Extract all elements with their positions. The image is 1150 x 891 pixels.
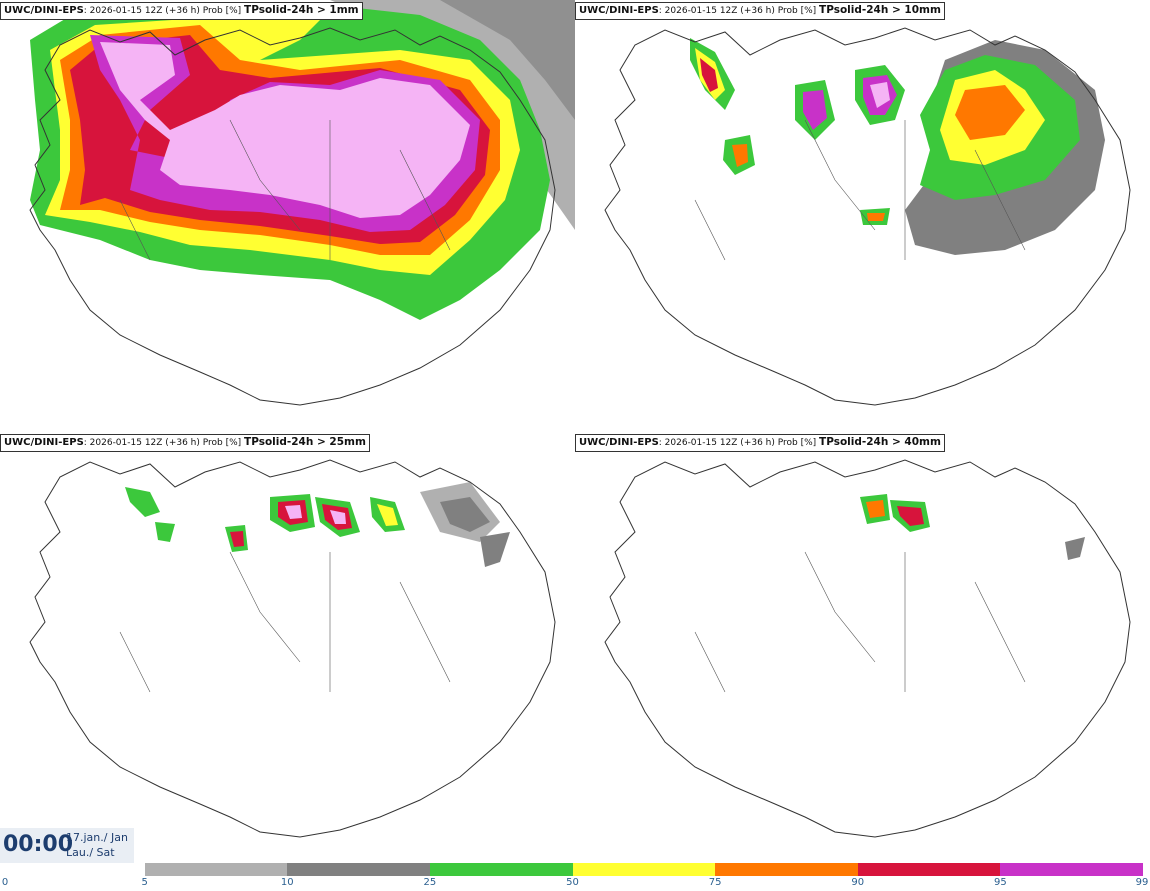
colorbar-tick: 50 [566,877,579,888]
model-name: UWC/DINI-EPS [4,437,84,448]
model-name: UWC/DINI-EPS [4,5,84,16]
prob-area-99 [330,510,346,524]
prob-area-95 [803,90,827,130]
colorbar-segment [2,863,145,876]
colorbar-segment [857,863,1001,876]
colorbar-segment [429,863,573,876]
colorbar-segment [572,863,716,876]
prob-area-99 [100,42,470,218]
panel-title-25mm: UWC/DINI-EPS: 2026-01-15 12Z (+36 h) Pro… [0,434,370,452]
iceland-map-25mm [0,432,575,862]
colorbar-segment [1000,863,1143,876]
run-info: : 2026-01-15 12Z (+36 h) Prob [%] [83,438,245,448]
probability-colorbar: 0 5 10 25 50 75 90 95 99 [0,862,1150,891]
prob-area-10 [440,497,490,532]
prob-area-90 [700,58,718,92]
iceland-map-40mm [575,432,1150,862]
run-info: : 2026-01-15 12Z (+36 h) Prob [%] [658,438,820,448]
variable-name: TPsolid-24h > 40mm [819,436,941,448]
iceland-map-1mm [0,0,575,430]
prob-area-25 [155,522,175,542]
map-panel-10mm: UWC/DINI-EPS: 2026-01-15 12Z (+36 h) Pro… [575,0,1150,430]
colorbar-tick: 75 [708,877,722,888]
variable-name: TPsolid-24h > 10mm [819,4,941,16]
map-panel-1mm: UWC/DINI-EPS: 2026-01-15 12Z (+36 h) Pro… [0,0,575,430]
colorbar-tick: 90 [851,877,865,888]
road-lines [119,551,451,693]
colorbar-segment [144,863,288,876]
run-info: : 2026-01-15 12Z (+36 h) Prob [%] [658,6,820,16]
colorbar-segment [715,863,858,876]
valid-time-box: 00:00 17.jan./ Jan Lau./ Sat [0,828,134,863]
prob-area-10 [1065,537,1085,560]
colorbar-tick: 10 [280,877,294,888]
colorbar-tick: 0 [1,877,9,888]
panel-title-1mm: UWC/DINI-EPS: 2026-01-15 12Z (+36 h) Pro… [0,2,363,20]
prob-area-5 [330,0,575,230]
prob-area-90 [230,531,244,547]
road-lines [119,119,451,261]
prob-area-75 [867,213,885,221]
valid-weekday: Lau./ Sat [66,846,115,859]
colorbar-segment [287,863,430,876]
prob-area-75 [732,144,748,167]
prob-area-50 [377,504,398,526]
prob-area-10 [480,532,510,567]
prob-area-99 [285,505,302,519]
colorbar-tick: 95 [994,877,1007,888]
model-name: UWC/DINI-EPS [579,5,659,16]
valid-hour: 00:00 [3,832,74,857]
prob-area-99 [870,82,890,108]
prob-area-75 [866,500,885,518]
variable-name: TPsolid-24h > 25mm [244,436,366,448]
run-info: : 2026-01-15 12Z (+36 h) Prob [%] [83,6,245,16]
prob-area-10 [440,0,575,120]
colorbar-tick: 5 [141,877,148,888]
road-lines [694,551,1026,693]
prob-area-90 [897,506,924,526]
variable-name: TPsolid-24h > 1mm [244,4,359,16]
prob-area-75 [955,85,1025,140]
map-panel-25mm: UWC/DINI-EPS: 2026-01-15 12Z (+36 h) Pro… [0,432,575,862]
model-name: UWC/DINI-EPS [579,437,659,448]
valid-date: 17.jan./ Jan [66,831,128,844]
road-lines [694,119,1026,261]
prob-area-25 [125,487,160,517]
iceland-map-10mm [575,0,1150,430]
colorbar-tick: 99 [1135,877,1149,888]
colorbar-tick: 25 [423,877,437,888]
map-panel-40mm: UWC/DINI-EPS: 2026-01-15 12Z (+36 h) Pro… [575,432,1150,862]
panel-title-10mm: UWC/DINI-EPS: 2026-01-15 12Z (+36 h) Pro… [575,2,945,20]
panel-title-40mm: UWC/DINI-EPS: 2026-01-15 12Z (+36 h) Pro… [575,434,945,452]
